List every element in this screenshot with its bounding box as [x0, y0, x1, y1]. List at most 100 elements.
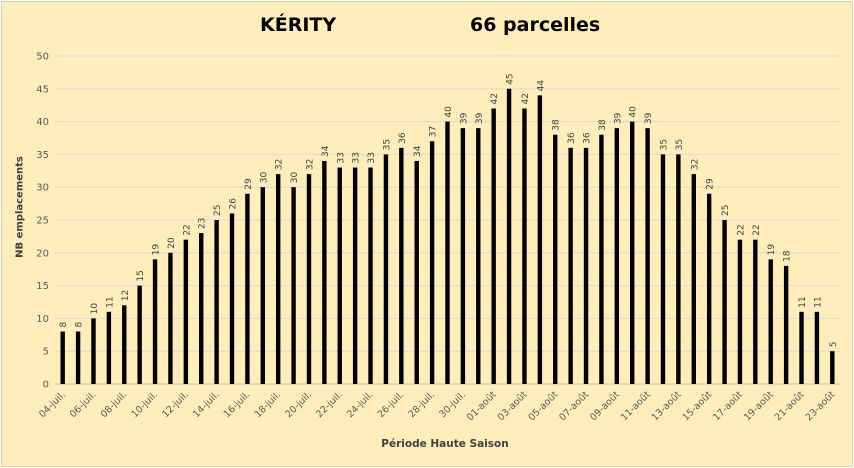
data-label: 40 — [444, 106, 454, 118]
x-tick-label: 05-août — [526, 389, 560, 423]
bar — [260, 187, 265, 384]
data-label: 32 — [690, 159, 700, 170]
data-label: 19 — [767, 244, 777, 256]
bar — [152, 259, 158, 384]
x-tick-label: 01-août — [465, 389, 499, 423]
y-tick-label: 20 — [36, 248, 49, 259]
data-label: 18 — [783, 250, 793, 262]
y-axis-label: NB emplacements — [14, 156, 26, 258]
data-label: 5 — [829, 341, 839, 347]
data-label: 10 — [90, 303, 100, 315]
x-tick-label: 18-juil. — [253, 389, 284, 420]
data-label: 22 — [182, 224, 192, 235]
bar — [691, 174, 696, 384]
data-label: 40 — [629, 106, 639, 118]
x-tick-label: 20-juil. — [283, 389, 314, 420]
data-label: 42 — [521, 93, 531, 104]
x-tick-label: 12-juil. — [160, 389, 191, 420]
data-label: 8 — [75, 322, 85, 328]
bar — [814, 311, 820, 384]
data-label: 35 — [659, 139, 669, 150]
x-tick-label: 23-août — [804, 389, 838, 423]
data-label: 36 — [567, 132, 577, 144]
x-axis-label: Période Haute Saison — [381, 438, 509, 450]
bar — [137, 285, 142, 384]
bar — [337, 167, 342, 384]
bar — [460, 128, 466, 384]
data-label: 8 — [59, 322, 69, 328]
bar — [122, 305, 127, 384]
bar — [799, 311, 804, 384]
bar — [737, 239, 743, 384]
bar — [476, 128, 481, 384]
chart-title: KÉRITY — [260, 14, 337, 36]
bar — [676, 154, 681, 384]
data-label: 11 — [105, 296, 115, 307]
x-tick-label: 22-juil. — [314, 389, 345, 420]
bar — [291, 187, 296, 384]
x-tick-label: 08-juil. — [99, 389, 130, 420]
x-tick-label: 21-août — [773, 389, 807, 423]
bar — [553, 134, 558, 384]
data-label: 38 — [552, 119, 562, 131]
data-label: 30 — [259, 171, 269, 183]
x-tick-label: 11-août — [619, 389, 653, 423]
data-label: 44 — [536, 80, 546, 92]
x-tick-label: 07-août — [557, 389, 591, 423]
bar — [229, 213, 235, 384]
data-label: 35 — [675, 139, 685, 150]
x-tick-label: 19-août — [742, 389, 776, 423]
data-label: 35 — [382, 139, 392, 150]
data-label: 26 — [229, 198, 239, 210]
bar — [106, 311, 112, 384]
bar — [322, 160, 327, 384]
y-tick-label: 5 — [43, 347, 49, 358]
x-tick-label: 28-juil. — [406, 389, 437, 420]
data-label: 19 — [152, 244, 162, 256]
bar — [568, 147, 573, 384]
bar — [491, 108, 496, 384]
data-label: 22 — [736, 224, 746, 235]
x-tick-label: 03-août — [496, 389, 530, 423]
bar — [91, 318, 96, 384]
bar — [783, 265, 789, 384]
data-label: 30 — [290, 171, 300, 183]
bar — [583, 147, 589, 384]
bar — [399, 147, 404, 384]
bar — [768, 259, 773, 384]
data-label: 12 — [121, 290, 131, 301]
bar — [722, 220, 727, 384]
data-label: 23 — [198, 218, 208, 229]
bar — [183, 239, 189, 384]
y-tick-label: 10 — [36, 314, 49, 325]
bar — [614, 128, 620, 384]
bar — [352, 167, 358, 384]
data-label: 25 — [213, 205, 223, 216]
data-label: 11 — [813, 296, 823, 307]
bar — [275, 174, 281, 384]
data-label: 33 — [352, 152, 362, 163]
data-label: 32 — [275, 159, 285, 170]
data-label: 15 — [136, 270, 146, 281]
bar — [75, 331, 81, 384]
bar — [214, 220, 219, 384]
bar — [429, 141, 435, 384]
data-label: 33 — [336, 152, 346, 163]
data-label: 36 — [398, 132, 408, 144]
y-tick-label: 40 — [36, 117, 49, 128]
y-tick-label: 35 — [36, 150, 49, 161]
data-label: 33 — [367, 152, 377, 163]
x-tick-label: 26-juil. — [376, 389, 407, 420]
bar — [599, 134, 604, 384]
bar — [706, 193, 712, 384]
bar — [245, 193, 250, 384]
bar — [753, 239, 758, 384]
x-tick-label: 30-juil. — [437, 389, 468, 420]
y-tick-label: 15 — [36, 281, 49, 292]
data-label: 34 — [413, 145, 423, 157]
bar — [306, 174, 312, 384]
bar — [537, 95, 543, 385]
y-tick-label: 0 — [43, 380, 49, 391]
data-label: 20 — [167, 237, 177, 249]
